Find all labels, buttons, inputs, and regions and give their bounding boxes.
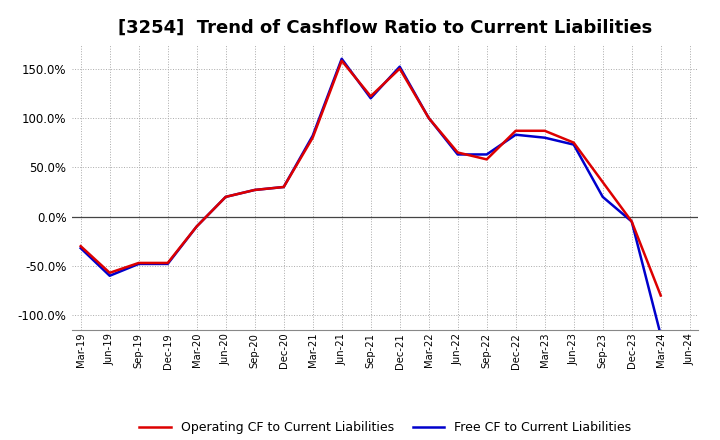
Operating CF to Current Liabilities <box>627 219 636 224</box>
Free CF to Current Liabilities <box>366 95 375 101</box>
Free CF to Current Liabilities <box>192 224 201 229</box>
Line: Free CF to Current Liabilities: Free CF to Current Liabilities <box>81 59 690 340</box>
Operating CF to Current Liabilities <box>308 135 317 140</box>
Free CF to Current Liabilities <box>685 337 694 342</box>
Operating CF to Current Liabilities <box>163 260 172 266</box>
Free CF to Current Liabilities <box>511 132 520 137</box>
Free CF to Current Liabilities <box>221 194 230 199</box>
Free CF to Current Liabilities <box>395 64 404 70</box>
Free CF to Current Liabilities <box>482 152 491 157</box>
Operating CF to Current Liabilities <box>424 115 433 121</box>
Operating CF to Current Liabilities <box>221 194 230 199</box>
Title: [3254]  Trend of Cashflow Ratio to Current Liabilities: [3254] Trend of Cashflow Ratio to Curren… <box>118 19 652 37</box>
Operating CF to Current Liabilities <box>570 140 578 145</box>
Free CF to Current Liabilities <box>598 194 607 199</box>
Free CF to Current Liabilities <box>570 142 578 147</box>
Operating CF to Current Liabilities <box>135 260 143 266</box>
Free CF to Current Liabilities <box>424 115 433 121</box>
Free CF to Current Liabilities <box>76 246 85 251</box>
Free CF to Current Liabilities <box>251 187 259 193</box>
Operating CF to Current Liabilities <box>366 94 375 99</box>
Operating CF to Current Liabilities <box>76 243 85 249</box>
Free CF to Current Liabilities <box>541 135 549 140</box>
Free CF to Current Liabilities <box>135 261 143 267</box>
Operating CF to Current Liabilities <box>454 150 462 155</box>
Free CF to Current Liabilities <box>338 56 346 62</box>
Free CF to Current Liabilities <box>657 332 665 337</box>
Operating CF to Current Liabilities <box>338 58 346 63</box>
Free CF to Current Liabilities <box>627 219 636 224</box>
Operating CF to Current Liabilities <box>105 270 114 275</box>
Free CF to Current Liabilities <box>454 152 462 157</box>
Operating CF to Current Liabilities <box>541 128 549 133</box>
Free CF to Current Liabilities <box>279 184 288 190</box>
Operating CF to Current Liabilities <box>395 66 404 71</box>
Operating CF to Current Liabilities <box>251 187 259 193</box>
Operating CF to Current Liabilities <box>511 128 520 133</box>
Line: Operating CF to Current Liabilities: Operating CF to Current Liabilities <box>81 61 661 296</box>
Operating CF to Current Liabilities <box>598 180 607 185</box>
Operating CF to Current Liabilities <box>482 157 491 162</box>
Operating CF to Current Liabilities <box>657 293 665 298</box>
Operating CF to Current Liabilities <box>279 184 288 190</box>
Free CF to Current Liabilities <box>163 261 172 267</box>
Legend: Operating CF to Current Liabilities, Free CF to Current Liabilities: Operating CF to Current Liabilities, Fre… <box>135 416 636 439</box>
Free CF to Current Liabilities <box>308 133 317 138</box>
Operating CF to Current Liabilities <box>192 224 201 229</box>
Free CF to Current Liabilities <box>105 273 114 279</box>
